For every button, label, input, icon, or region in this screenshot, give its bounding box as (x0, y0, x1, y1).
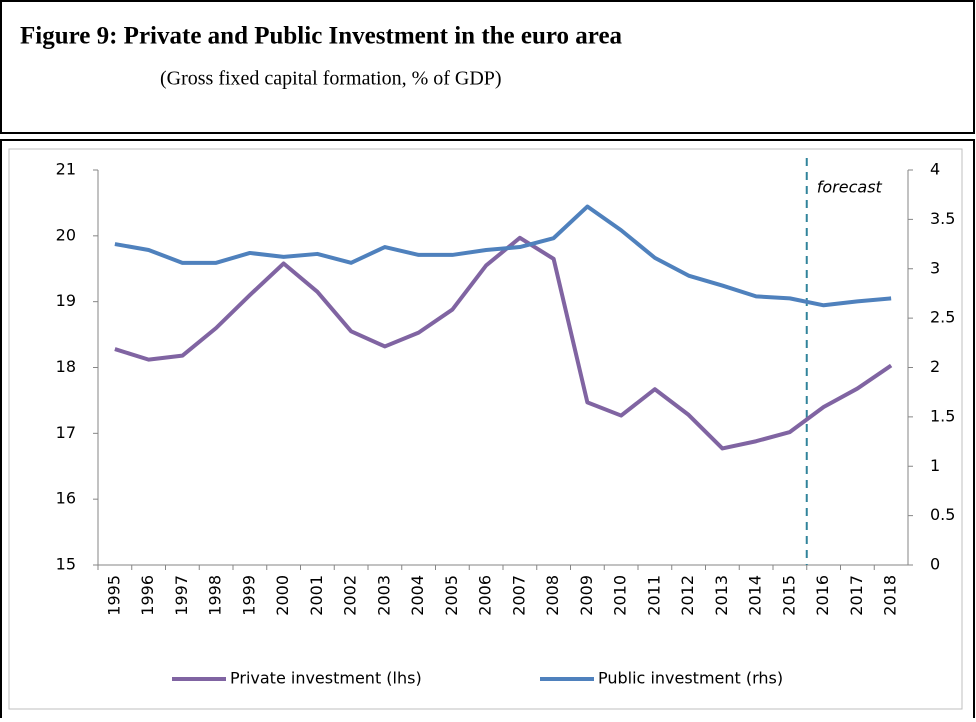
y-tick-label: 19 (56, 291, 76, 310)
x-tick-label: 2010 (611, 575, 630, 616)
x-tick-label: 1999 (239, 575, 258, 616)
y2-tick-label: 0 (930, 555, 940, 574)
x-tick-label: 2001 (307, 575, 326, 616)
y-tick-label: 21 (56, 160, 76, 179)
y2-tick-label: 1 (930, 456, 940, 475)
x-tick-label: 2014 (746, 575, 765, 616)
x-tick-label: 1995 (104, 575, 123, 616)
y2-tick-label: 4 (930, 160, 940, 179)
x-tick-label: 2017 (847, 575, 866, 616)
x-tick-label: 2004 (408, 575, 427, 616)
series-line (114, 235, 893, 451)
x-tick-label: 2007 (509, 575, 528, 616)
chart-box (0, 139, 975, 722)
y2-tick-label: 0.5 (930, 505, 955, 524)
y-tick-label: 16 (56, 489, 76, 508)
x-tick-label: 1996 (138, 575, 157, 616)
y-tick-label: 18 (56, 357, 76, 376)
x-tick-label: 2015 (779, 575, 798, 616)
x-tick-label: 2002 (341, 575, 360, 616)
x-tick-label: 2012 (678, 575, 697, 616)
chart-subtitle: (Gross fixed capital formation, % of GDP… (160, 68, 502, 90)
x-tick-label: 2008 (543, 575, 562, 616)
x-tick-label: 2013 (712, 575, 731, 616)
x-tick-label: 2005 (442, 575, 461, 616)
y-tick-label: 17 (56, 423, 76, 442)
x-tick-label: 2003 (374, 575, 393, 616)
x-tick-label: 1997 (172, 575, 191, 616)
x-tick-label: 2000 (273, 575, 292, 616)
y2-tick-label: 2 (930, 357, 940, 376)
y-tick-label: 15 (56, 555, 76, 574)
x-tick-label: 1998 (206, 575, 225, 616)
x-tick-label: 2009 (577, 575, 596, 616)
annotation: forecast (817, 178, 883, 197)
x-tick-label: 2011 (644, 575, 663, 616)
header-box (0, 0, 975, 134)
chart-title: Figure 9: Private and Public Investment … (20, 23, 623, 50)
x-tick-label: 2006 (476, 575, 495, 616)
x-tick-label: 2018 (881, 575, 900, 616)
legend-label: Private investment (lhs) (230, 669, 422, 688)
chart-frame (8, 148, 963, 710)
series-line (114, 204, 892, 308)
legend-label: Public investment (rhs) (598, 669, 783, 688)
y2-tick-label: 3.5 (930, 209, 955, 228)
x-tick-label: 2016 (813, 575, 832, 616)
y2-tick-label: 3 (930, 258, 940, 277)
y-tick-label: 20 (56, 225, 76, 244)
y2-tick-label: 2.5 (930, 308, 955, 327)
y2-tick-label: 1.5 (930, 406, 955, 425)
